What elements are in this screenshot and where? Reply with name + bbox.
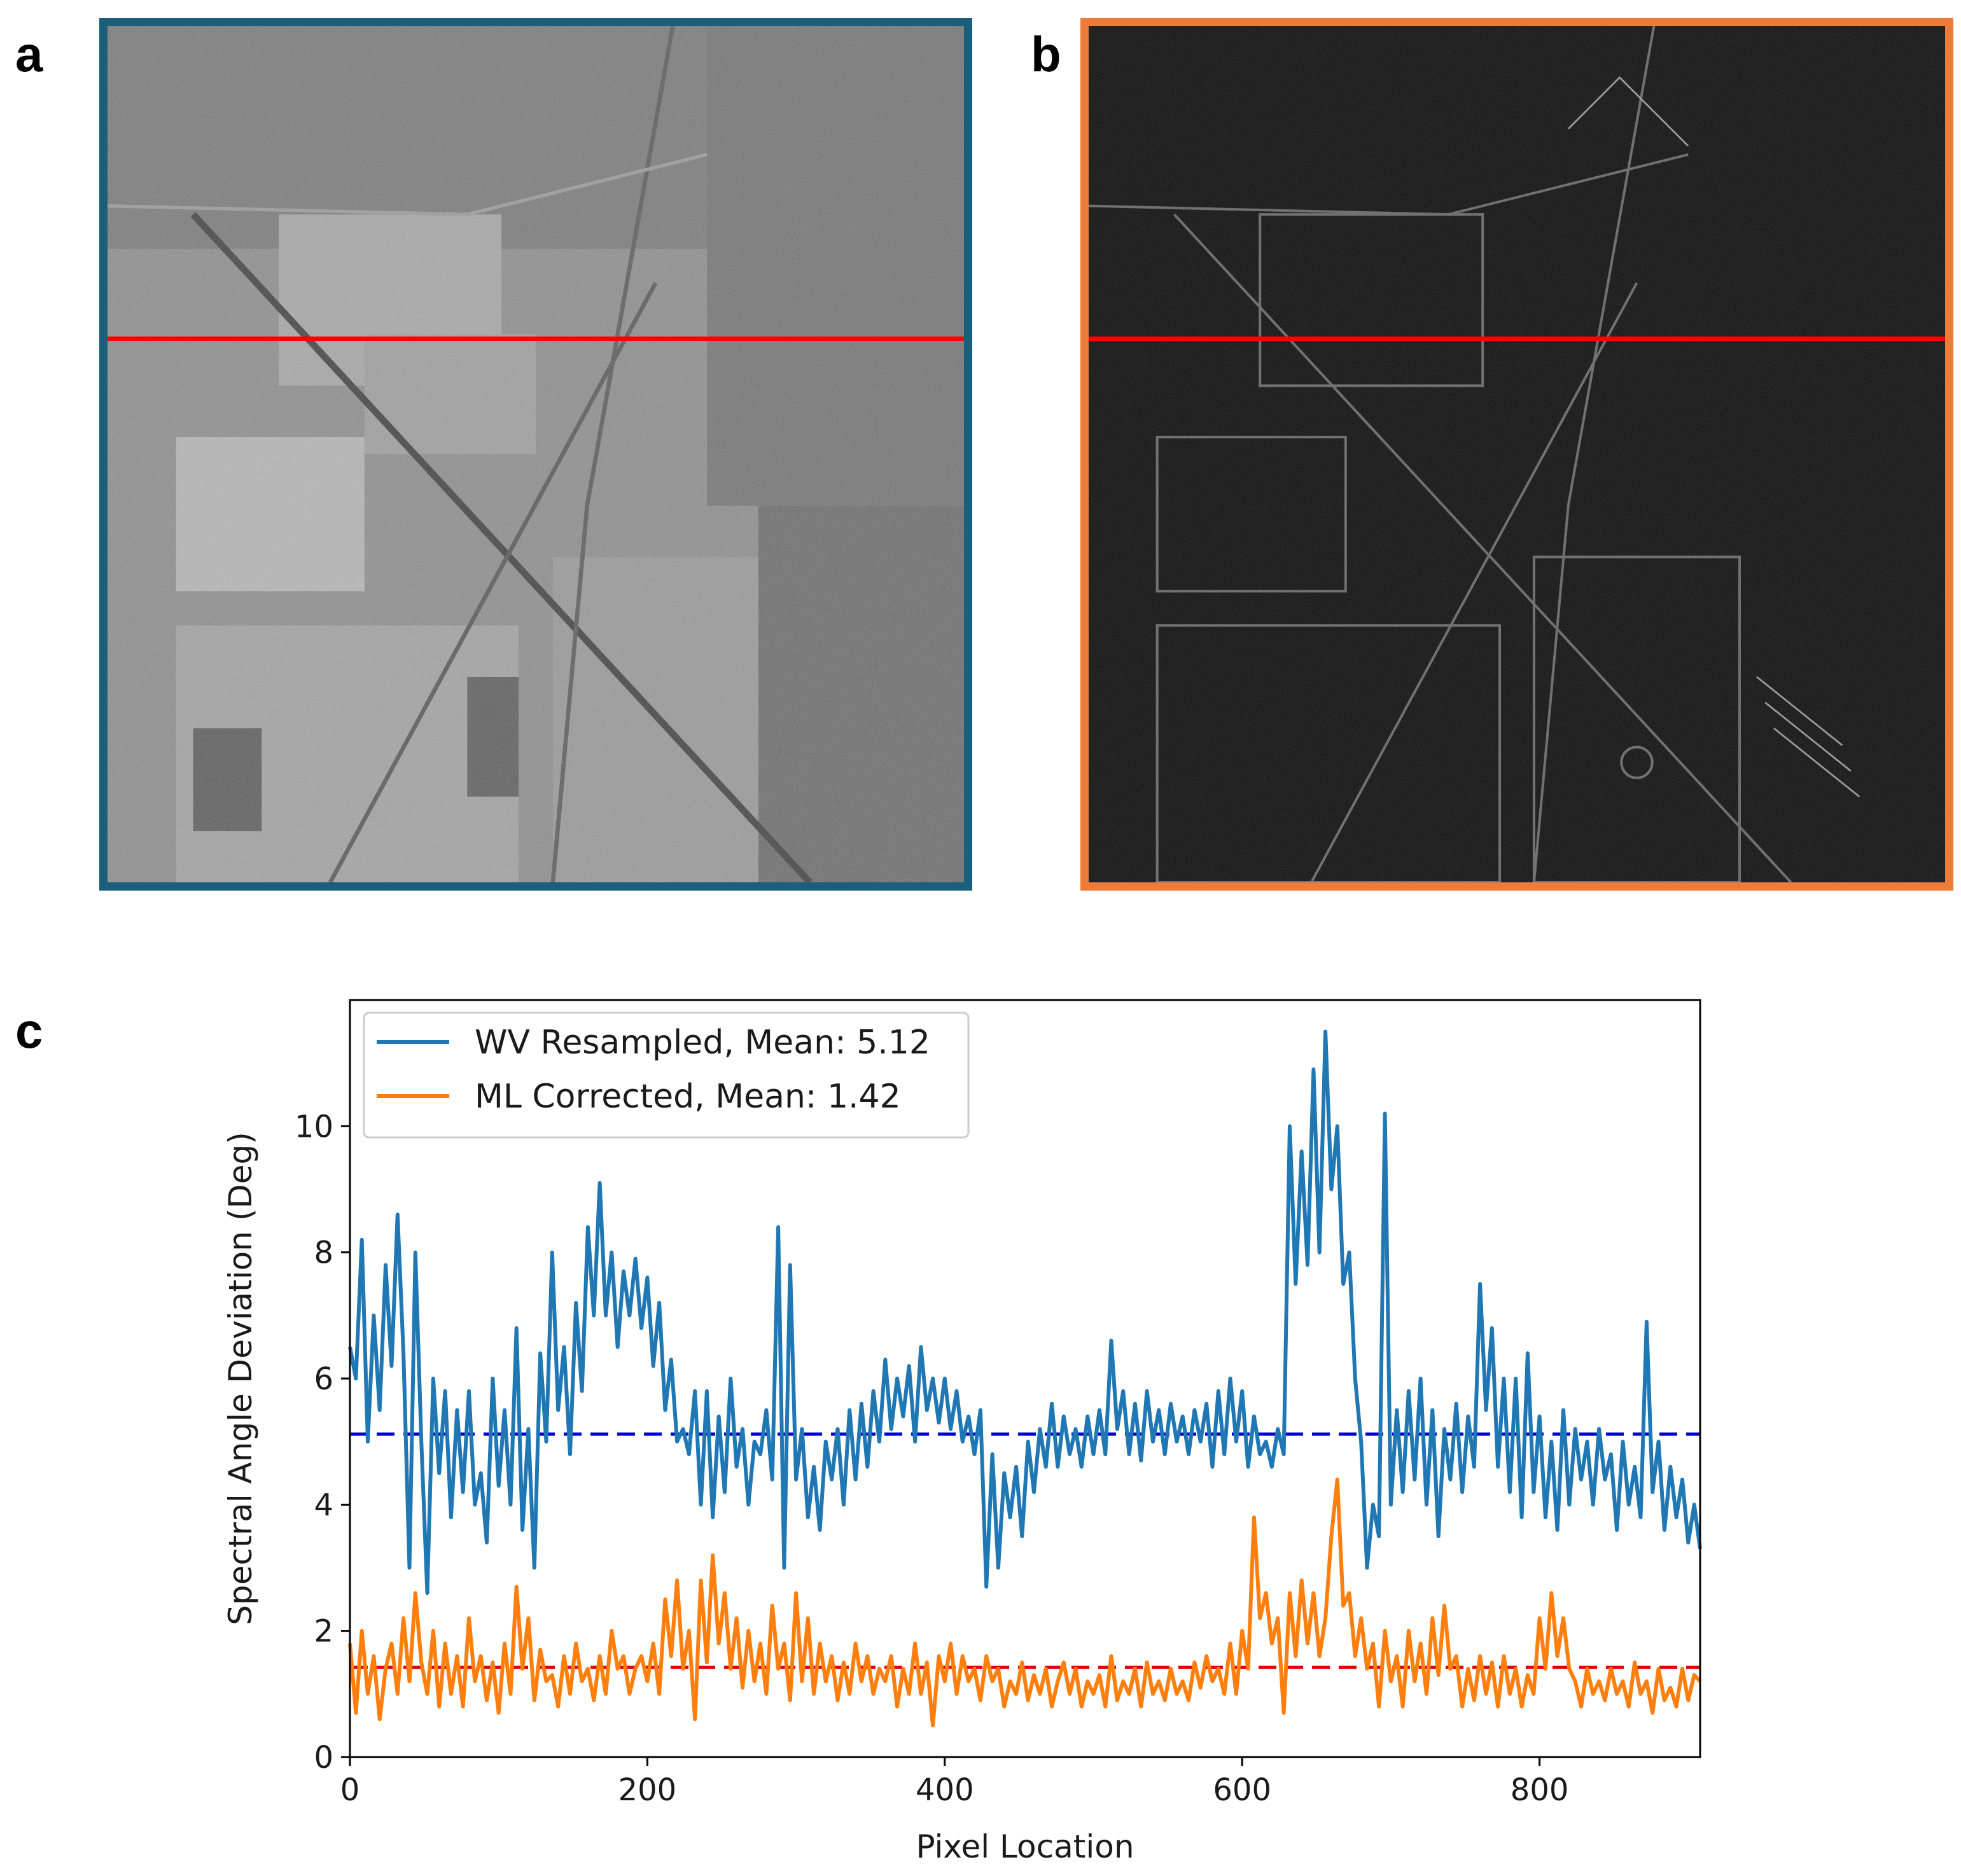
legend: WV Resampled, Mean: 5.12 ML Corrected, M… <box>363 1011 970 1139</box>
y-tick-label: 0 <box>314 1740 333 1775</box>
deviation-map-panel-b <box>1080 18 1953 891</box>
satellite-image-panel-a <box>99 18 972 891</box>
x-tick-label: 800 <box>1511 1772 1569 1808</box>
legend-label-ml: ML Corrected, Mean: 1.42 <box>475 1078 901 1116</box>
edge-image <box>1089 26 1945 882</box>
y-axis: 0 2 4 6 8 10 <box>295 1109 350 1775</box>
y-tick-label: 8 <box>314 1235 333 1271</box>
series-line-0 <box>348 1029 1702 1595</box>
profile-line-a <box>108 337 964 341</box>
spectral-angle-chart: 0 200 400 600 800 0 2 4 6 8 10 Pixel Location Spe… <box>222 999 1702 1865</box>
y-tick-label: 6 <box>314 1361 333 1397</box>
panel-label-a: a <box>15 26 43 82</box>
panel-label-b: b <box>1031 26 1061 82</box>
profile-line-b <box>1089 337 1945 341</box>
legend-box <box>363 1011 970 1139</box>
x-tick-label: 0 <box>340 1772 360 1808</box>
panel-label-c: c <box>15 1003 43 1059</box>
x-axis-title: Pixel Location <box>916 1828 1134 1865</box>
x-tick-label: 600 <box>1213 1772 1271 1808</box>
y-axis-title: Spectral Angle Deviation (Deg) <box>222 1132 259 1625</box>
y-tick-label: 4 <box>314 1487 333 1523</box>
y-tick-label: 2 <box>314 1614 333 1650</box>
grayscale-image <box>108 26 964 882</box>
x-axis: 0 200 400 600 800 <box>340 1757 1569 1808</box>
series-lines <box>348 1029 1702 1728</box>
x-tick-label: 400 <box>916 1772 974 1808</box>
x-tick-label: 200 <box>618 1772 677 1808</box>
y-tick-label: 10 <box>295 1109 333 1144</box>
legend-label-wv: WV Resampled, Mean: 5.12 <box>475 1024 930 1062</box>
series-line-1 <box>348 1477 1702 1728</box>
